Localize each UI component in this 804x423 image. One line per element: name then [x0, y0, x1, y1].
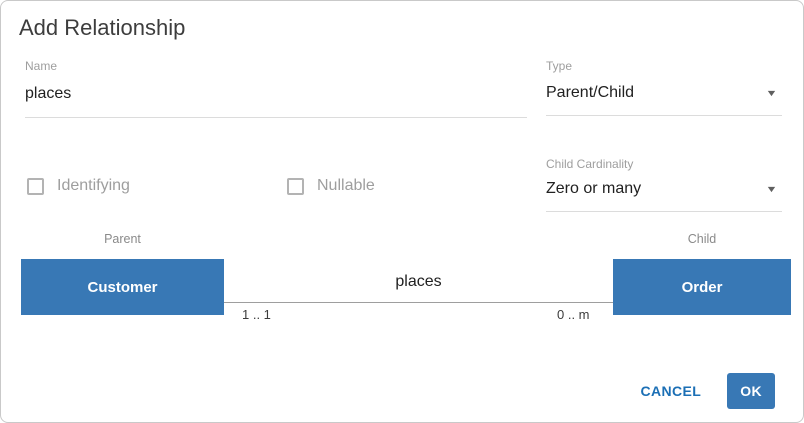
name-input[interactable]	[25, 79, 527, 118]
child-cardinality-field: Child Cardinality Zero or many ▼	[546, 157, 782, 212]
child-entity-box: Order	[613, 259, 791, 315]
checkbox-unchecked-icon	[27, 177, 44, 195]
checkbox-unchecked-icon	[287, 177, 304, 195]
ok-button[interactable]: OK	[727, 373, 775, 409]
cancel-button[interactable]: CANCEL	[636, 375, 705, 407]
nullable-checkbox-label: Nullable	[317, 177, 375, 194]
name-field-label: Name	[25, 59, 58, 73]
child-cardinality-label: Child Cardinality	[546, 157, 634, 171]
type-field: Type Parent/Child ▼	[546, 59, 782, 116]
child-cardinality-select-value: Zero or many	[546, 180, 642, 197]
dialog-title: Add Relationship	[19, 15, 186, 40]
chevron-down-icon: ▼	[765, 88, 778, 98]
type-select-value: Parent/Child	[546, 84, 635, 101]
parent-cardinality-value: 1 .. 1	[242, 307, 271, 322]
relationship-name-label: places	[395, 273, 442, 290]
identifying-checkbox-label: Identifying	[57, 177, 130, 194]
child-cardinality-value: 0 .. m	[557, 307, 590, 322]
child-role-label: Child	[687, 232, 717, 246]
child-cardinality-select[interactable]: Zero or many ▼	[546, 175, 782, 212]
name-field: Name	[25, 59, 527, 118]
chevron-down-icon: ▼	[765, 184, 778, 194]
dialog-actions: CANCEL OK	[636, 373, 775, 409]
type-field-label: Type	[546, 59, 573, 73]
nullable-checkbox[interactable]: Nullable	[287, 177, 375, 195]
parent-entity-box: Customer	[21, 259, 224, 315]
identifying-checkbox[interactable]: Identifying	[27, 177, 130, 195]
relationship-line	[224, 302, 613, 303]
parent-role-label: Parent	[104, 232, 141, 246]
type-select[interactable]: Parent/Child ▼	[546, 79, 782, 116]
